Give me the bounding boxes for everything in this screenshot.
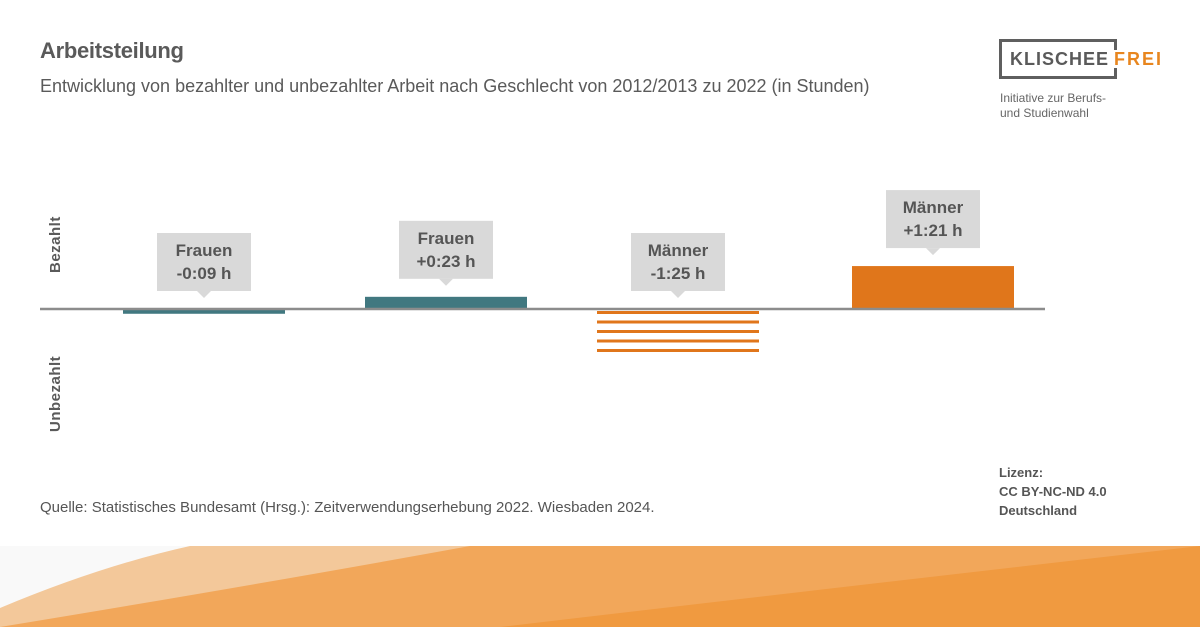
bar-stripe (597, 330, 759, 333)
license-note: Lizenz: CC BY-NC-ND 4.0 Deutschland (999, 463, 1107, 520)
bar (852, 266, 1014, 309)
license-country: Deutschland (999, 503, 1078, 518)
logo-word-klischee: KLISCHEE (1010, 49, 1110, 69)
callout-label-group: Männer (903, 198, 964, 217)
tagline-line-1: Initiative zur Berufs- (1000, 91, 1107, 105)
callout-label-group: Frauen (418, 229, 475, 248)
source-note: Quelle: Statistisches Bundesamt (Hrsg.):… (40, 499, 655, 516)
callout-label-group: Frauen (176, 241, 233, 260)
callout-pointer (671, 291, 685, 298)
bar-stripe (597, 311, 759, 314)
bar-group: Männer +1:21 h (852, 190, 1014, 309)
callout-box (631, 233, 725, 291)
page-title: Arbeitsteilung (40, 38, 184, 63)
bar-group: Frauen -0:09 h (123, 233, 285, 314)
bar-stripe (597, 339, 759, 343)
callout-pointer (197, 291, 211, 298)
bar-stripe (597, 320, 759, 324)
callout-label-group: Männer (648, 241, 709, 260)
bar-group: Frauen +0:23 h (365, 220, 527, 309)
license-name: CC BY-NC-ND 4.0 (999, 484, 1107, 499)
callout-label-value: +0:23 h (416, 252, 475, 271)
callout-pointer (439, 278, 453, 286)
logo-frame (999, 39, 1117, 79)
logo-word-frei: FREI (1114, 49, 1164, 69)
license-label: Lizenz: (999, 465, 1044, 480)
tagline-line-2: und Studienwahl (1000, 106, 1089, 120)
callout-box (399, 220, 493, 279)
bar (123, 309, 285, 314)
bar-stripe (597, 349, 759, 352)
callout-label-value: -1:25 h (651, 264, 706, 283)
bar-group: Männer -1:25 h (597, 233, 759, 352)
bar (365, 296, 527, 309)
decorative-footer-band (0, 546, 1200, 627)
callout-box (886, 190, 980, 249)
logo-tagline: Initiative zur Berufs-und Studienwahl (1000, 91, 1140, 121)
callout-label-value: +1:21 h (903, 221, 962, 240)
callout-label-value: -0:09 h (177, 264, 232, 283)
page-subtitle: Entwicklung von bezahlter und unbezahlte… (40, 76, 870, 96)
callout-pointer (926, 248, 940, 256)
callout-box (157, 233, 251, 291)
